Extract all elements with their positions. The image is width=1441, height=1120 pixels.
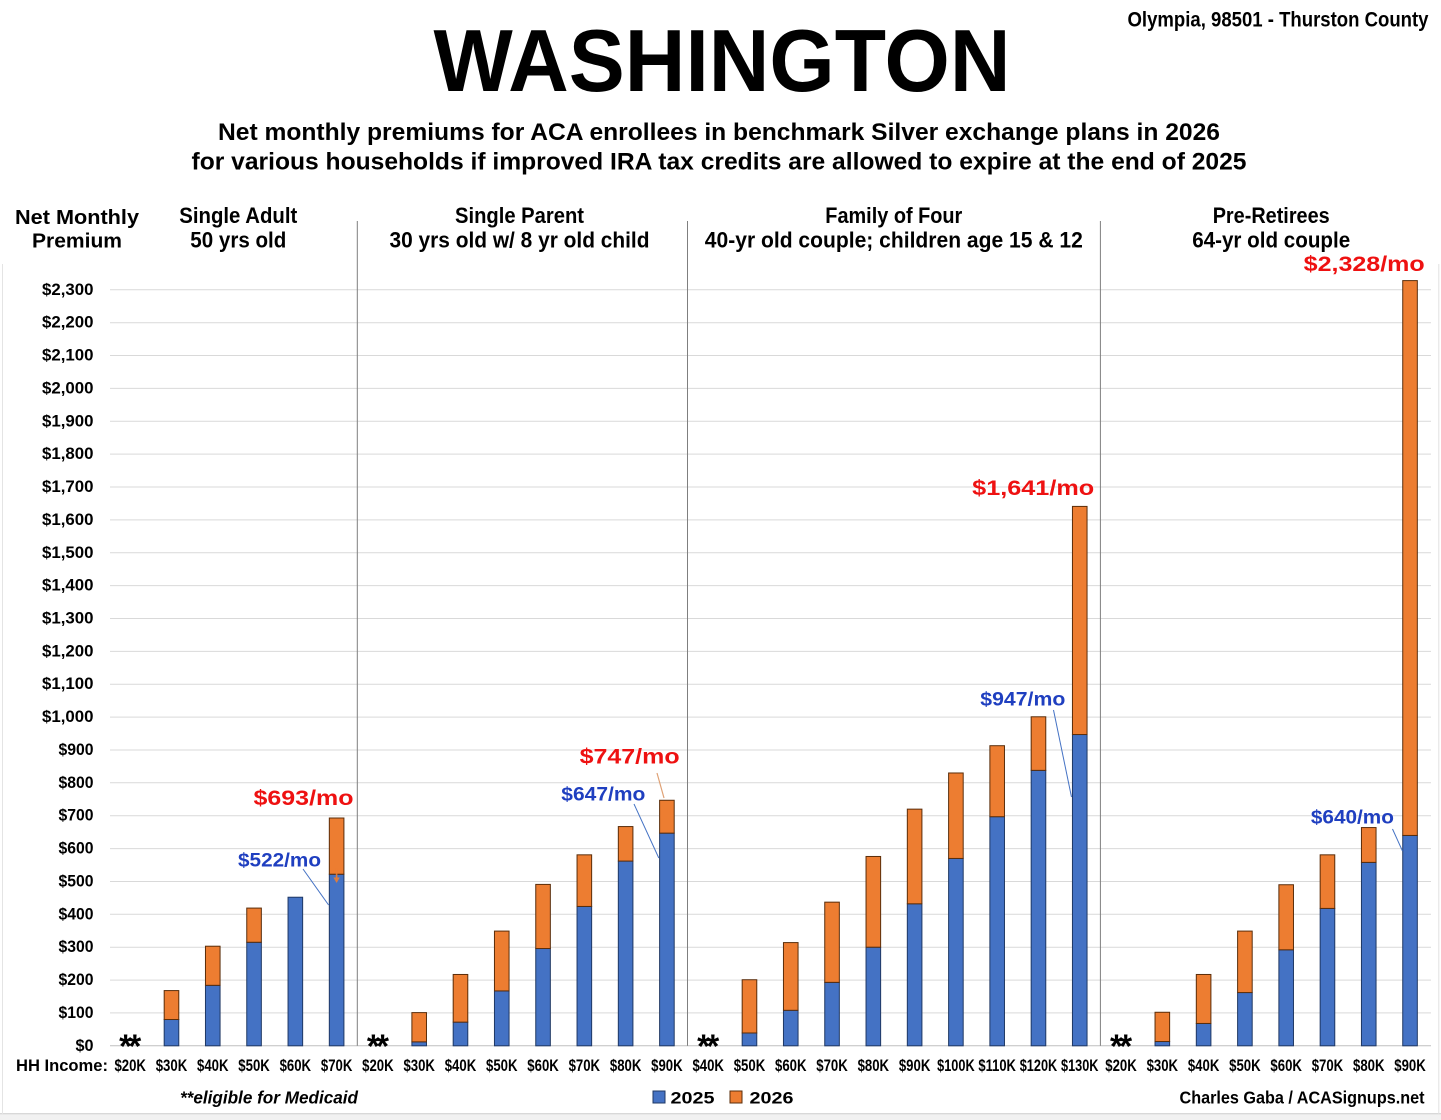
svg-text:Net Monthly: Net Monthly [15, 206, 140, 229]
svg-text:$50K: $50K [238, 1057, 270, 1075]
svg-text:$2,200: $2,200 [42, 314, 94, 332]
svg-text:$1,400: $1,400 [42, 577, 94, 595]
svg-text:$80K: $80K [610, 1057, 642, 1075]
svg-text:$1,200: $1,200 [42, 642, 94, 660]
svg-text:$522/mo: $522/mo [238, 850, 321, 871]
svg-text:Olympia, 98501 - Thurston Coun: Olympia, 98501 - Thurston County [1128, 9, 1429, 32]
svg-text:$1,000: $1,000 [42, 708, 94, 726]
svg-text:$1,600: $1,600 [42, 511, 94, 529]
svg-text:$900: $900 [59, 741, 94, 759]
svg-text:$30K: $30K [403, 1057, 435, 1075]
svg-text:$70K: $70K [1312, 1057, 1344, 1075]
svg-text:$30K: $30K [1147, 1057, 1179, 1075]
svg-text:$693/mo: $693/mo [254, 787, 354, 810]
svg-text:$70K: $70K [569, 1057, 601, 1075]
svg-text:$1,100: $1,100 [42, 675, 94, 693]
svg-text:$947/mo: $947/mo [980, 690, 1065, 711]
svg-text:$50K: $50K [486, 1057, 518, 1075]
svg-text:$60K: $60K [280, 1057, 312, 1075]
svg-text:50 yrs old: 50 yrs old [190, 228, 286, 253]
svg-text:$110K: $110K [978, 1057, 1016, 1075]
svg-text:$30K: $30K [156, 1057, 188, 1075]
svg-text:$40K: $40K [1188, 1057, 1220, 1075]
svg-text:$90K: $90K [1394, 1057, 1426, 1075]
svg-text:$1,500: $1,500 [42, 544, 94, 562]
svg-text:$90K: $90K [899, 1057, 931, 1075]
svg-text:$1,300: $1,300 [42, 609, 94, 627]
svg-text:$50K: $50K [1229, 1057, 1261, 1075]
svg-text:Single Parent: Single Parent [455, 203, 585, 228]
svg-text:$130K: $130K [1061, 1057, 1099, 1075]
svg-text:$400: $400 [59, 905, 94, 923]
svg-text:$60K: $60K [527, 1057, 559, 1075]
svg-text:WASHINGTON: WASHINGTON [434, 11, 1011, 110]
svg-text:**eligible for Medicaid: **eligible for Medicaid [180, 1087, 358, 1107]
svg-text:$120K: $120K [1020, 1057, 1058, 1075]
svg-text:$647/mo: $647/mo [561, 785, 645, 806]
svg-text:$640/mo: $640/mo [1311, 808, 1394, 829]
svg-text:$20K: $20K [362, 1057, 394, 1075]
svg-text:$2,300: $2,300 [42, 281, 94, 299]
svg-text:$1,900: $1,900 [42, 412, 94, 430]
svg-text:$40K: $40K [445, 1057, 477, 1075]
svg-text:$80K: $80K [858, 1057, 890, 1075]
svg-text:2026: 2026 [750, 1088, 794, 1107]
svg-text:Single Adult: Single Adult [179, 203, 298, 228]
svg-text:$1,800: $1,800 [42, 445, 94, 463]
svg-text:$40K: $40K [197, 1057, 229, 1075]
svg-text:$90K: $90K [651, 1057, 683, 1075]
svg-text:$100: $100 [59, 1004, 94, 1022]
svg-text:$20K: $20K [1105, 1057, 1137, 1075]
svg-text:$700: $700 [59, 807, 94, 825]
svg-text:Premium: Premium [32, 230, 122, 253]
svg-text:$100K: $100K [937, 1057, 975, 1075]
svg-text:$80K: $80K [1353, 1057, 1385, 1075]
svg-text:Net monthly premiums for ACA e: Net monthly premiums for ACA enrollees i… [218, 119, 1220, 146]
svg-text:Charles Gaba / ACASignups.net: Charles Gaba / ACASignups.net [1180, 1087, 1425, 1107]
svg-text:$60K: $60K [1270, 1057, 1302, 1075]
svg-text:$1,641/mo: $1,641/mo [972, 476, 1094, 500]
svg-text:$2,100: $2,100 [42, 347, 94, 365]
svg-text:$1,700: $1,700 [42, 478, 94, 496]
svg-text:$70K: $70K [321, 1057, 353, 1075]
svg-text:$2,000: $2,000 [42, 379, 94, 397]
svg-text:for various households if impr: for various households if improved IRA t… [192, 149, 1247, 176]
svg-text:$747/mo: $747/mo [580, 746, 680, 769]
svg-text:HH Income:: HH Income: [16, 1057, 108, 1075]
svg-text:64-yr old couple: 64-yr old couple [1192, 228, 1350, 253]
svg-text:40-yr old couple; children age: 40-yr old couple; children age 15 & 12 [705, 228, 1083, 253]
svg-text:$500: $500 [59, 872, 94, 890]
svg-text:$50K: $50K [734, 1057, 766, 1075]
svg-text:$70K: $70K [816, 1057, 848, 1075]
svg-text:30 yrs old w/ 8 yr old child: 30 yrs old w/ 8 yr old child [390, 228, 650, 253]
svg-text:$0: $0 [76, 1037, 94, 1055]
svg-text:$60K: $60K [775, 1057, 807, 1075]
svg-text:Pre-Retirees: Pre-Retirees [1213, 203, 1330, 228]
svg-text:$20K: $20K [114, 1057, 146, 1075]
svg-text:$2,328/mo: $2,328/mo [1304, 252, 1425, 276]
svg-text:$600: $600 [59, 840, 94, 858]
svg-text:$300: $300 [59, 938, 94, 956]
svg-text:2025: 2025 [671, 1088, 715, 1107]
svg-text:$200: $200 [59, 971, 94, 989]
svg-text:$40K: $40K [692, 1057, 724, 1075]
svg-text:Family of Four: Family of Four [825, 203, 962, 228]
svg-text:$800: $800 [59, 774, 94, 792]
